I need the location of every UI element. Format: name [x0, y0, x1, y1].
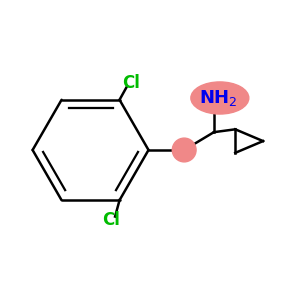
Ellipse shape	[191, 82, 249, 114]
Text: NH$_2$: NH$_2$	[199, 88, 238, 108]
Circle shape	[172, 138, 196, 162]
Text: Cl: Cl	[102, 211, 120, 229]
Text: Cl: Cl	[122, 74, 140, 92]
